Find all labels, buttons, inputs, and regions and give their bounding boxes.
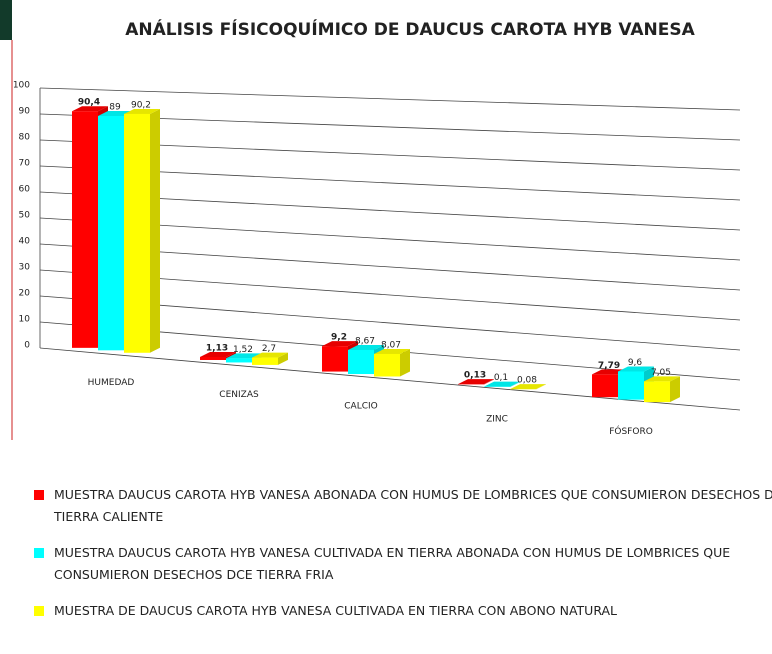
data-label: 9,6 bbox=[628, 358, 643, 368]
bar-top bbox=[200, 351, 236, 357]
y-tick-label: 20 bbox=[19, 289, 31, 299]
bar-top bbox=[484, 381, 520, 387]
data-label: 90,2 bbox=[131, 100, 151, 110]
chart: ANÁLISIS FÍSICOQUÍMICO DE DAUCUS CAROTA … bbox=[0, 0, 741, 440]
bar bbox=[592, 374, 618, 398]
data-label: 8,67 bbox=[355, 336, 375, 346]
chart-title: ANÁLISIS FÍSICOQUÍMICO DE DAUCUS CAROTA … bbox=[125, 18, 695, 40]
data-label: 90,4 bbox=[78, 98, 100, 108]
grid-line bbox=[39, 347, 741, 411]
y-tick-label: 10 bbox=[19, 315, 31, 325]
legend-item: MUESTRA DE DAUCUS CAROTA HYB VANESA CULT… bbox=[34, 600, 772, 622]
bar-top bbox=[510, 384, 546, 390]
bar bbox=[374, 353, 400, 377]
x-tick-label: FÓSFORO bbox=[609, 425, 653, 437]
bar-side bbox=[536, 384, 546, 390]
data-label: 1,52 bbox=[233, 345, 253, 355]
bar bbox=[252, 357, 278, 365]
bar bbox=[124, 113, 150, 353]
bar-side bbox=[510, 381, 520, 387]
legend-item: MUESTRA DAUCUS CAROTA HYB VANESA ABONADA… bbox=[34, 484, 772, 528]
data-label: 0,1 bbox=[494, 373, 508, 383]
bar-side bbox=[484, 379, 494, 385]
legend-item: MUESTRA DAUCUS CAROTA HYB VANESA CULTIVA… bbox=[34, 542, 772, 586]
bar-top bbox=[348, 344, 384, 350]
x-tick-label: CENIZAS bbox=[219, 390, 259, 400]
bar bbox=[348, 349, 374, 375]
bar-top bbox=[618, 366, 654, 372]
y-tick-label: 70 bbox=[19, 159, 31, 169]
y-tick-label: 90 bbox=[19, 107, 31, 117]
legend-label: MUESTRA DAUCUS CAROTA HYB VANESA CULTIVA… bbox=[54, 545, 731, 582]
y-tick-label: 40 bbox=[19, 237, 31, 247]
bar-side bbox=[670, 376, 680, 403]
bar bbox=[322, 346, 348, 372]
y-tick-label: 30 bbox=[19, 263, 31, 273]
y-tick-label: 80 bbox=[19, 133, 31, 143]
bar-side bbox=[400, 348, 410, 377]
bar bbox=[200, 356, 226, 360]
bar-top bbox=[72, 106, 108, 112]
data-label: 7,79 bbox=[598, 361, 620, 371]
bar bbox=[618, 371, 644, 400]
y-tick-label: 60 bbox=[19, 185, 31, 195]
bar-top bbox=[458, 379, 494, 385]
y-tick-label: 0 bbox=[24, 341, 30, 351]
legend-swatch bbox=[34, 490, 44, 500]
grid-line bbox=[39, 87, 741, 111]
x-tick-label: CALCIO bbox=[344, 402, 377, 412]
bar-top bbox=[322, 341, 358, 347]
data-label: 0,13 bbox=[464, 371, 486, 381]
x-tick-label: HUMEDAD bbox=[88, 378, 135, 388]
y-tick-label: 100 bbox=[13, 81, 30, 91]
legend-swatch bbox=[34, 606, 44, 616]
data-label: 89 bbox=[109, 103, 121, 113]
bar bbox=[644, 381, 670, 403]
data-label: 0,08 bbox=[517, 376, 537, 386]
data-label: 1,13 bbox=[206, 343, 228, 353]
bar-top bbox=[374, 348, 410, 354]
bar-top bbox=[252, 352, 288, 358]
corner-decoration bbox=[0, 0, 12, 40]
y-tick-label: 50 bbox=[19, 211, 31, 221]
bar bbox=[98, 116, 124, 351]
data-label: 2,7 bbox=[262, 344, 276, 354]
legend-swatch bbox=[34, 548, 44, 558]
data-label: 7,05 bbox=[651, 368, 671, 378]
data-label: 8,07 bbox=[381, 340, 401, 350]
bar-side bbox=[150, 108, 160, 353]
legend: MUESTRA DAUCUS CAROTA HYB VANESA ABONADA… bbox=[34, 484, 772, 636]
data-label: 9,2 bbox=[331, 333, 347, 343]
x-tick-label: ZINC bbox=[486, 414, 508, 424]
bar-top bbox=[644, 376, 680, 382]
legend-label: MUESTRA DAUCUS CAROTA HYB VANESA ABONADA… bbox=[54, 487, 772, 524]
legend-label: MUESTRA DE DAUCUS CAROTA HYB VANESA CULT… bbox=[54, 603, 618, 618]
bar-top bbox=[124, 108, 160, 114]
bar-side bbox=[278, 352, 288, 365]
bar bbox=[72, 111, 98, 348]
bar bbox=[226, 358, 252, 363]
